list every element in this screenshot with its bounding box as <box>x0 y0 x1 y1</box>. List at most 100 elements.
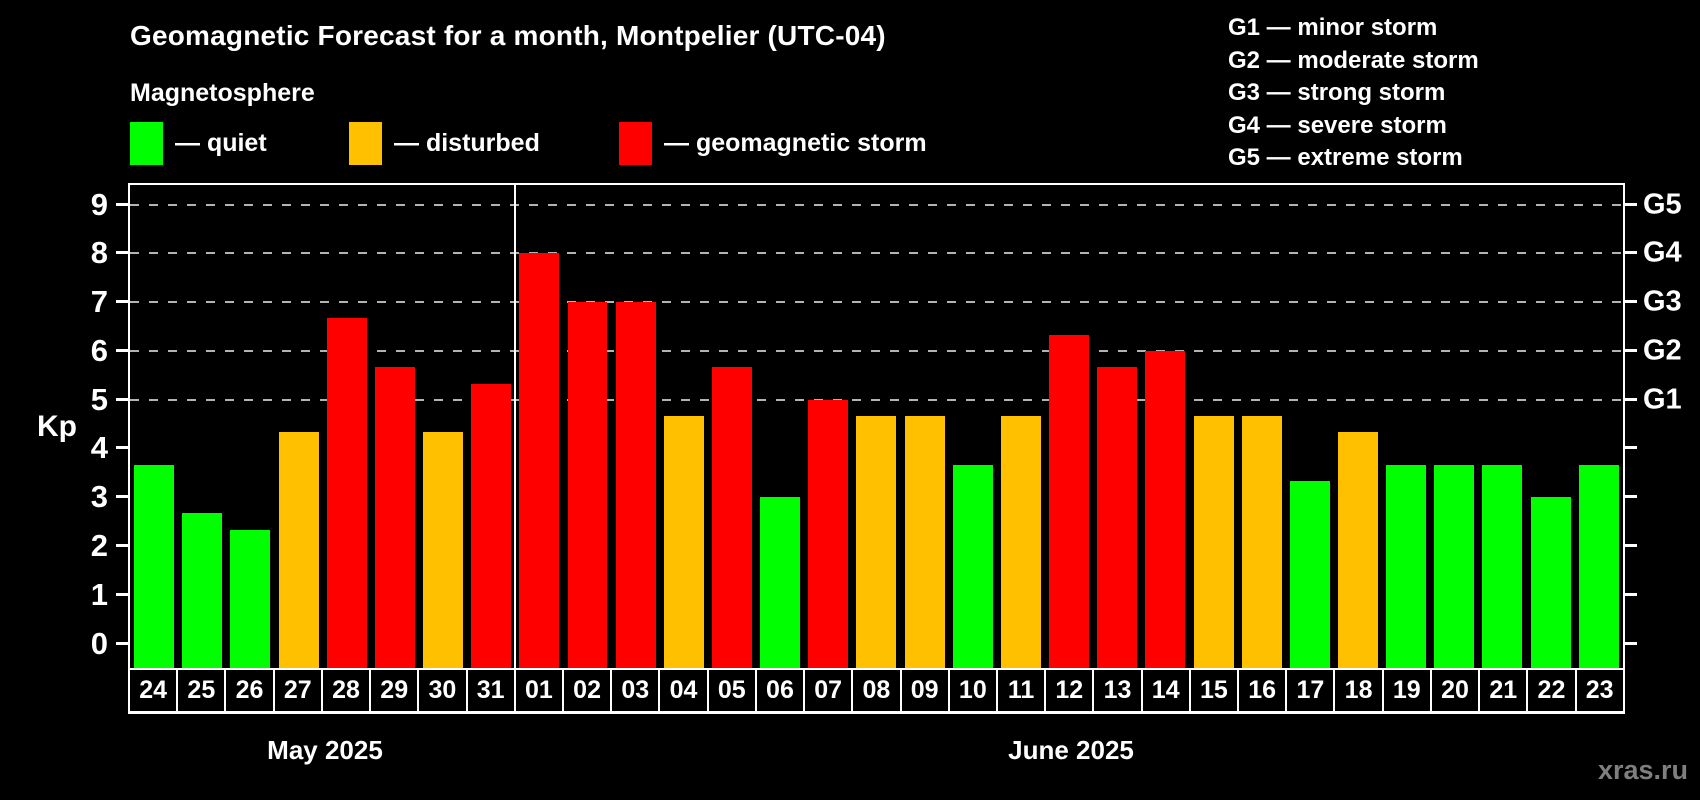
gridline-kp7 <box>130 301 1623 304</box>
kp-bar-day-02-storm <box>567 302 608 668</box>
kp-bar-day-30-disturbed <box>423 432 463 668</box>
y-axis-title: Kp <box>37 410 77 443</box>
y-axis-label-6: 6 <box>90 332 108 368</box>
right-axis-tick-0 <box>1625 641 1637 645</box>
month-label-june: June 2025 <box>1008 735 1134 765</box>
kp-bar-day-23-quiet <box>1578 464 1619 668</box>
bar-slot-24 <box>130 185 178 668</box>
disturbed-color-swatch <box>349 121 382 165</box>
date-cell-03: 03 <box>612 670 661 711</box>
gridline-kp9 <box>130 203 1623 206</box>
kp-bar-day-08-disturbed <box>856 415 897 668</box>
g1-legend-line: G1 — minor storm <box>1228 14 1438 41</box>
date-cell-07: 07 <box>805 670 854 711</box>
y-axis-label-3: 3 <box>90 479 108 515</box>
kp-bar-day-28-storm <box>326 318 367 668</box>
y-axis-label-4: 4 <box>90 430 108 466</box>
bar-slot-31 <box>467 185 515 668</box>
y-axis-tick-3 <box>116 495 128 499</box>
bar-slot-05 <box>708 185 756 668</box>
date-cell-20: 20 <box>1432 670 1481 711</box>
y-axis-tick-0 <box>116 641 128 645</box>
right-axis-tick-6 <box>1625 348 1637 352</box>
kp-bar-day-19-quiet <box>1386 464 1427 668</box>
date-cell-23: 23 <box>1577 670 1625 711</box>
date-cell-28: 28 <box>323 670 372 711</box>
quiet-color-swatch <box>130 121 163 165</box>
bar-slot-16 <box>1238 185 1286 668</box>
bar-slot-28 <box>323 185 371 668</box>
kp-bar-day-12-storm <box>1049 334 1090 668</box>
date-cell-08: 08 <box>853 670 902 711</box>
bar-slot-02 <box>563 185 611 668</box>
kp-bar-day-26-quiet <box>230 529 271 668</box>
storm-color-swatch <box>619 121 652 165</box>
y-axis-label-7: 7 <box>90 284 108 320</box>
kp-bar-day-07-storm <box>808 399 849 668</box>
date-cell-24: 24 <box>130 670 179 711</box>
right-axis-tick-7 <box>1625 300 1637 304</box>
bar-slot-17 <box>1286 185 1334 668</box>
kp-bar-day-06-quiet <box>760 497 801 668</box>
legend-item-storm: — geomagnetic storm <box>619 121 927 165</box>
bar-slot-10 <box>949 185 997 668</box>
bar-slot-15 <box>1189 185 1237 668</box>
bar-slot-19 <box>1382 185 1430 668</box>
date-cell-06: 06 <box>757 670 806 711</box>
y-axis-tick-2 <box>116 544 128 548</box>
watermark: xras.ru <box>1597 755 1688 785</box>
bar-slot-14 <box>1141 185 1189 668</box>
y-axis-label-0: 0 <box>90 625 108 661</box>
date-cell-02: 02 <box>564 670 613 711</box>
y-axis-tick-1 <box>116 592 128 596</box>
right-axis-label-g5: G5 <box>1643 188 1682 221</box>
kp-bar-day-04-disturbed <box>663 415 704 668</box>
date-cell-22: 22 <box>1528 670 1577 711</box>
bar-slot-20 <box>1430 185 1478 668</box>
right-axis-tick-8 <box>1625 251 1637 255</box>
kp-bar-day-21-quiet <box>1482 464 1523 668</box>
legend-item-disturbed: — disturbed <box>349 121 540 165</box>
gridline-kp5 <box>130 398 1623 401</box>
date-cell-13: 13 <box>1094 670 1143 711</box>
bar-slot-13 <box>1093 185 1141 668</box>
bar-slot-21 <box>1478 185 1526 668</box>
storm-legend-label: — geomagnetic storm <box>664 128 927 157</box>
kp-bar-day-13-storm <box>1097 366 1138 668</box>
gridline-kp8 <box>130 252 1623 255</box>
date-cell-19: 19 <box>1384 670 1432 711</box>
date-cell-14: 14 <box>1143 670 1191 711</box>
kp-bar-day-20-quiet <box>1434 464 1475 668</box>
kp-bar-day-14-storm <box>1145 350 1186 668</box>
y-axis-label-5: 5 <box>90 381 108 417</box>
kp-bar-day-11-disturbed <box>1000 415 1041 668</box>
bar-slot-04 <box>660 185 708 668</box>
y-axis-label-1: 1 <box>90 576 108 612</box>
date-cell-25: 25 <box>178 670 227 711</box>
bar-slot-26 <box>226 185 274 668</box>
right-axis-label-g4: G4 <box>1643 236 1682 269</box>
right-axis-tick-3 <box>1625 495 1637 499</box>
kp-bar-day-22-quiet <box>1530 497 1571 668</box>
bar-slot-29 <box>371 185 419 668</box>
kp-bar-day-10-quiet <box>952 464 993 668</box>
y-axis-tick-9 <box>116 202 128 206</box>
y-axis-label-2: 2 <box>90 528 108 564</box>
kp-bar-day-01-storm <box>519 253 560 668</box>
date-cell-12: 12 <box>1046 670 1095 711</box>
right-axis-label-g2: G2 <box>1643 334 1682 367</box>
date-cell-11: 11 <box>998 670 1047 711</box>
y-axis-tick-6 <box>116 348 128 352</box>
date-cell-18: 18 <box>1335 670 1384 711</box>
bar-slot-08 <box>852 185 900 668</box>
kp-bar-day-09-disturbed <box>904 415 945 668</box>
date-cell-30: 30 <box>419 670 468 711</box>
right-axis-tick-9 <box>1625 202 1637 206</box>
date-cell-21: 21 <box>1480 670 1529 711</box>
bar-slot-18 <box>1334 185 1382 668</box>
bar-slot-11 <box>997 185 1045 668</box>
bar-slot-09 <box>901 185 949 668</box>
g3-legend-line: G3 — strong storm <box>1228 79 1446 106</box>
month-boundary-separator <box>514 185 517 668</box>
